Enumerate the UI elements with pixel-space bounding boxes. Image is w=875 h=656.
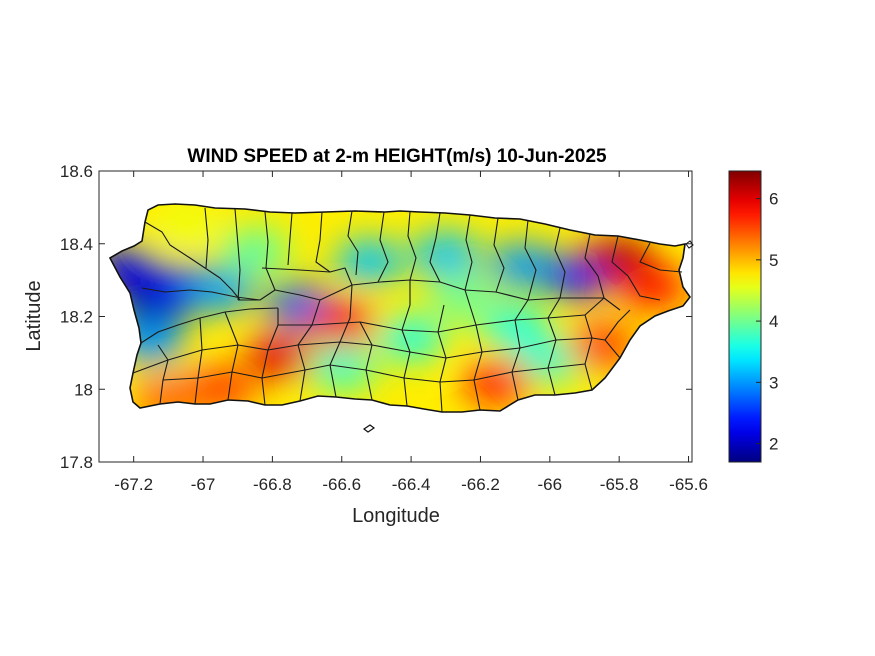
colorbar-tick-label: 6	[769, 190, 778, 209]
caja-de-muertos-island	[362, 424, 376, 433]
field-blob	[377, 316, 446, 361]
chart-title: WIND SPEED at 2-m HEIGHT(m/s) 10-Jun-202…	[187, 146, 607, 167]
y-tick-label: 17.8	[60, 453, 93, 472]
y-axis-label: Latitude	[23, 280, 45, 351]
field-blob	[463, 359, 532, 404]
x-tick-label: -66	[538, 475, 563, 494]
x-tick-label: -66.2	[461, 475, 500, 494]
y-tick-label: 18.2	[60, 308, 93, 327]
field-blob	[186, 269, 255, 314]
field-blob	[307, 301, 376, 346]
field-blob	[221, 229, 290, 274]
x-tick-label: -67.2	[114, 475, 153, 494]
field-blob	[151, 204, 220, 248]
field-blob	[429, 276, 498, 321]
colorbar-tick-label: 5	[769, 251, 778, 270]
culebrita-islet	[685, 240, 694, 249]
x-axis-label: Longitude	[352, 505, 440, 527]
field-blob	[481, 305, 550, 350]
x-tick-label: -66.6	[322, 475, 361, 494]
x-tick-label: -65.8	[600, 475, 639, 494]
field-blob	[335, 239, 404, 284]
y-tick-label: 18	[74, 380, 93, 399]
y-axis-ticks: 17.8 18 18.2 18.4 18.6	[60, 162, 692, 472]
field-blob	[307, 345, 376, 390]
y-tick-label: 18.4	[60, 235, 93, 254]
y-tick-label: 18.6	[60, 162, 93, 181]
municipal-boundaries	[132, 207, 683, 413]
x-tick-label: -67	[191, 475, 216, 494]
x-tick-label: -65.6	[669, 475, 708, 494]
x-tick-label: -66.4	[392, 475, 431, 494]
colorbar	[728, 170, 762, 463]
colorbar-tick-label: 3	[769, 373, 778, 392]
colorbar-tick-label: 4	[769, 312, 778, 331]
x-tick-label: -66.8	[253, 475, 292, 494]
colorbar-ticks: 2 3 4 5 6	[756, 190, 778, 454]
field-blob	[411, 232, 480, 277]
field-blob	[245, 334, 314, 379]
field-blob	[619, 265, 688, 310]
field-blob	[488, 243, 557, 288]
field-blob	[110, 247, 161, 292]
x-axis-ticks: -67.2 -67 -66.8 -66.6 -66.4 -66.2 -66 -65.8 -65.…	[114, 171, 708, 494]
colorbar-tick-label: 2	[769, 435, 778, 454]
